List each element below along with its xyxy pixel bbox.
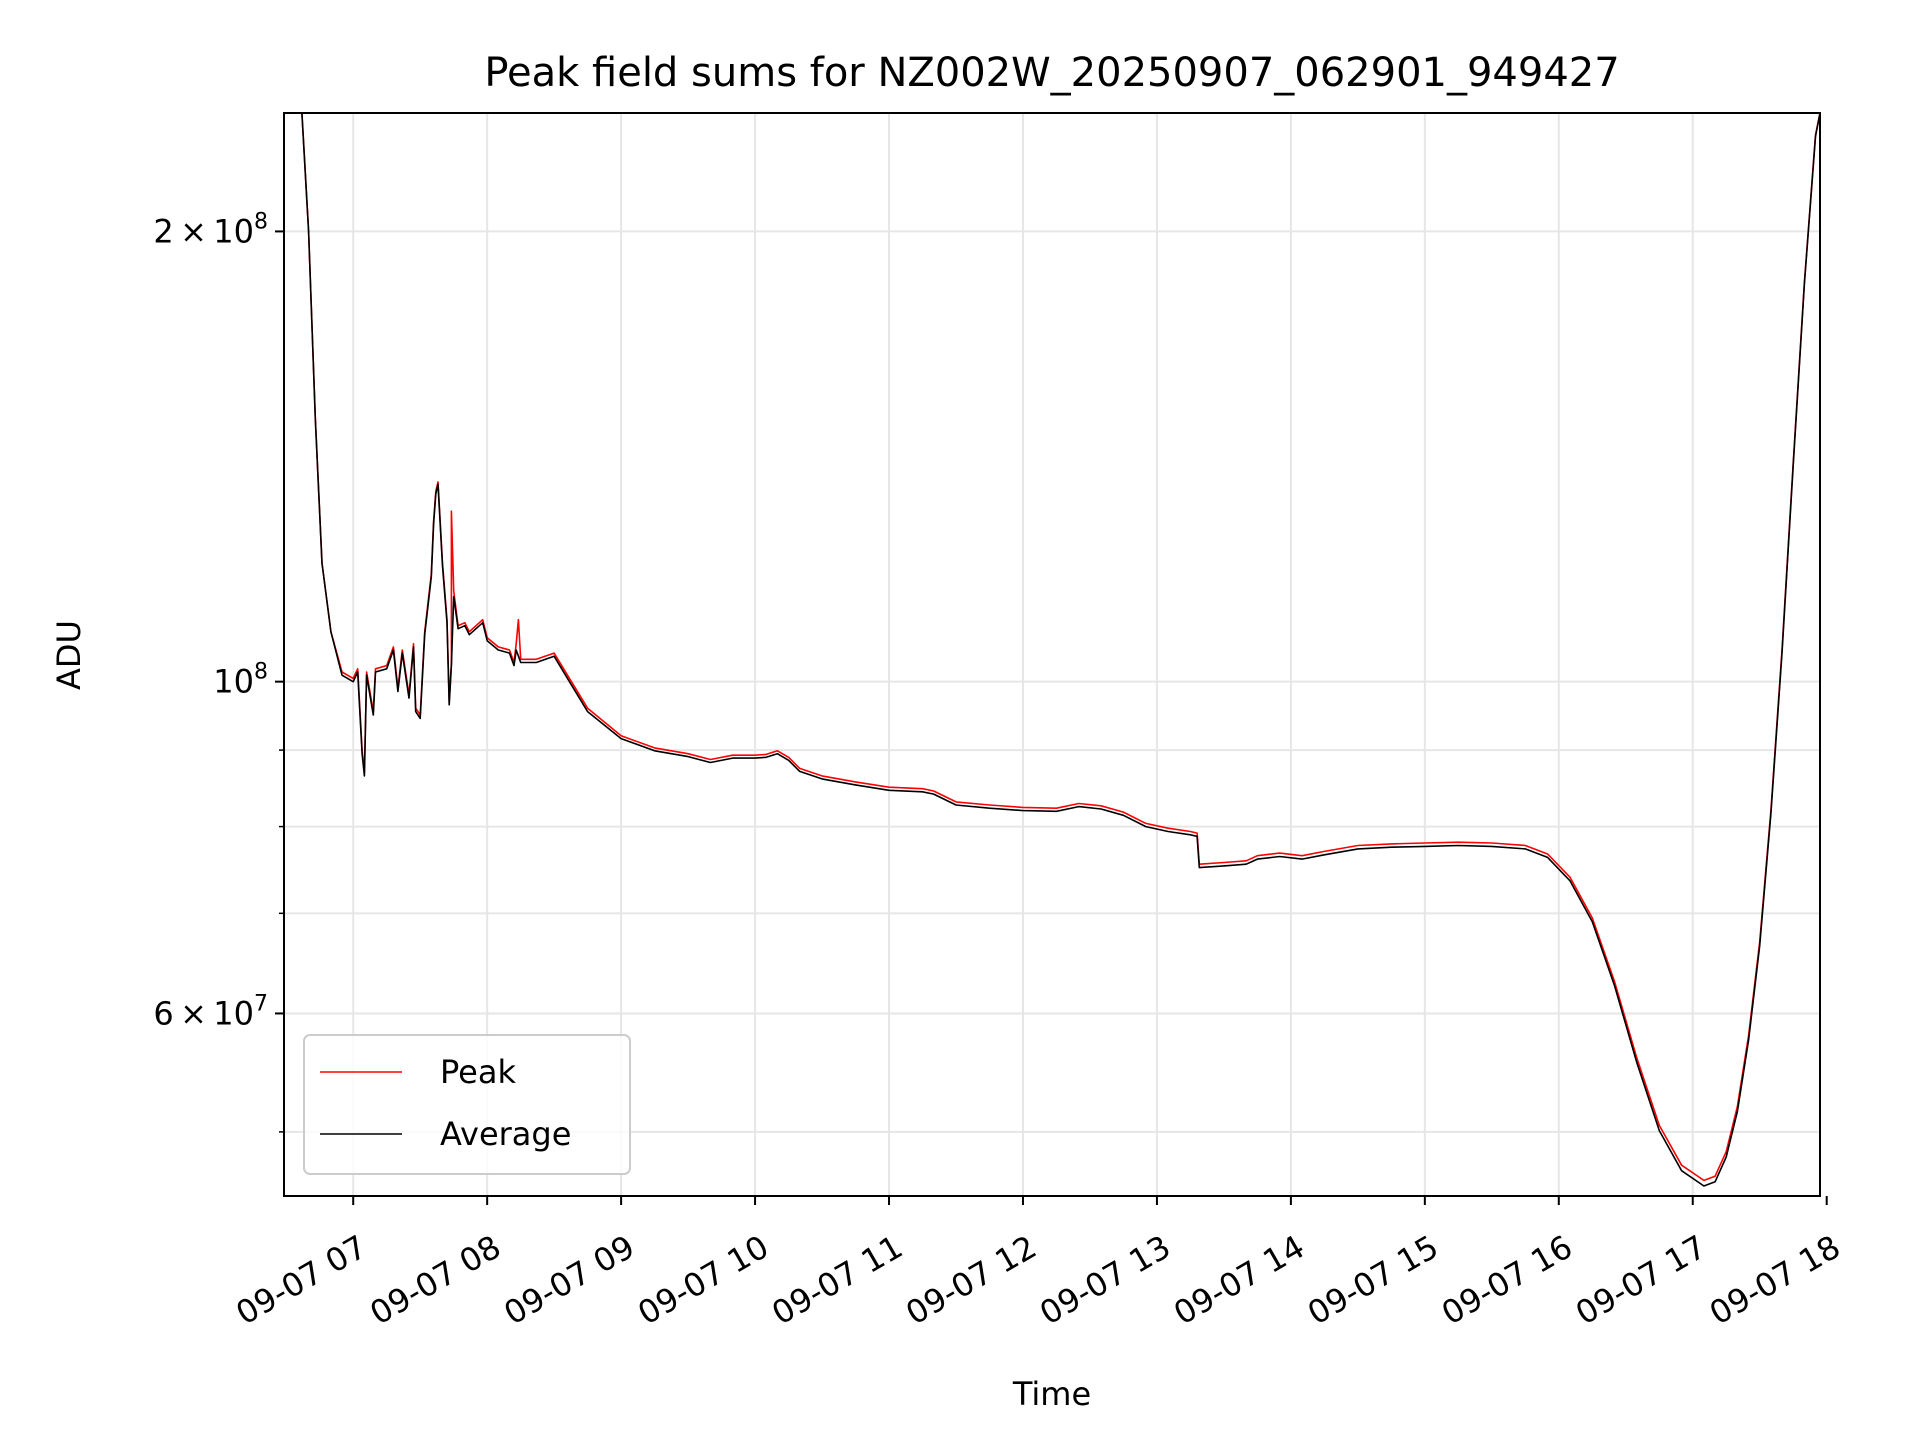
y-axis-label: ADU [50,620,88,690]
grid-layer [284,113,1820,1196]
y-tick-label: 6 × 107 [153,991,268,1032]
series-line-average [301,113,1820,1187]
chart-title: Peak field sums for NZ002W_20250907_0629… [484,50,1619,96]
legend-box [303,1034,631,1175]
y-tick-label: 2 × 108 [153,209,268,250]
x-axis-label: Time [1012,1375,1091,1413]
legend-label-peak: Peak [440,1053,516,1091]
series-layer [301,113,1820,1187]
legend-label-average: Average [440,1115,571,1153]
legend: Peak Average [303,1034,631,1175]
plot-frame [283,112,1821,1197]
